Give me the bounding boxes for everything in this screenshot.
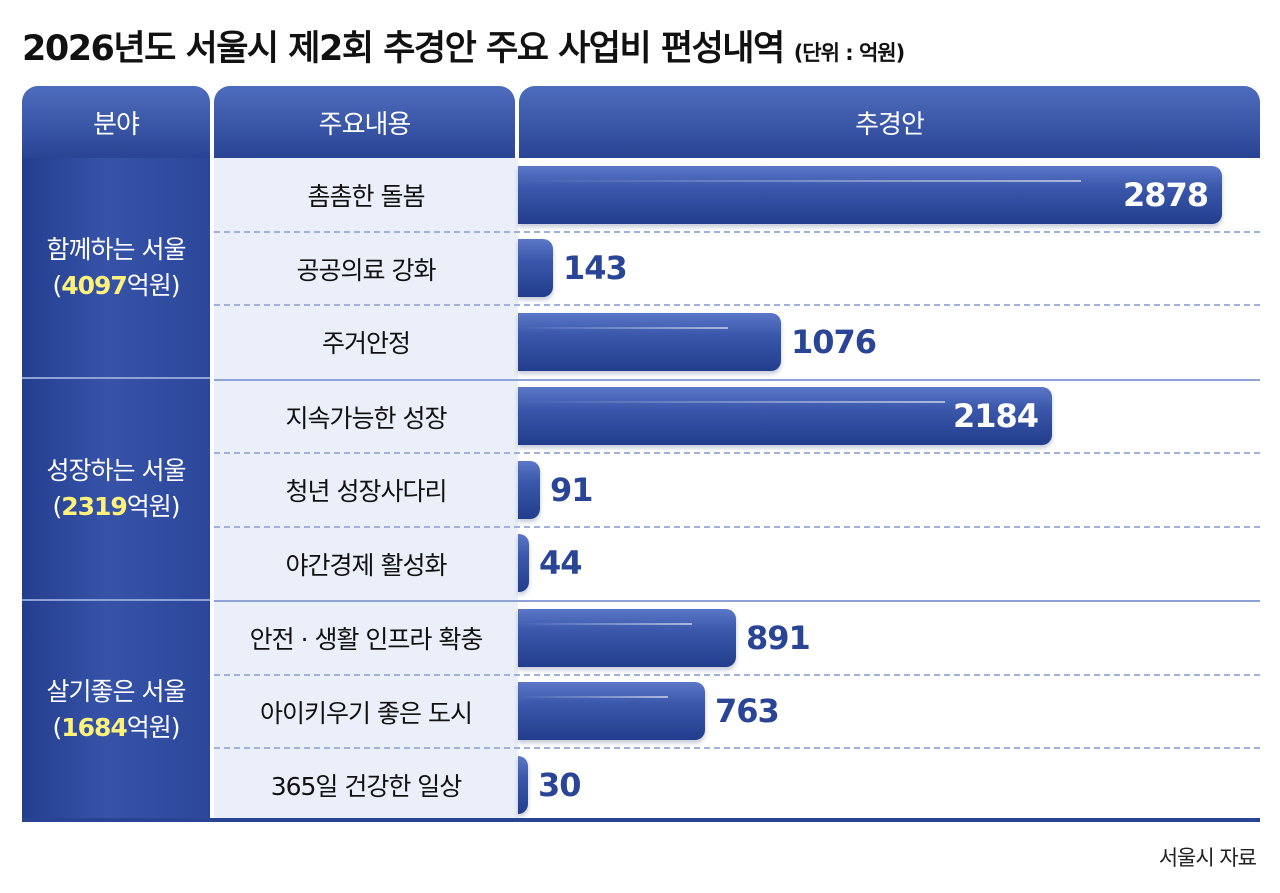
value-label: 143 bbox=[563, 249, 628, 287]
category-total: (2319억원) bbox=[52, 492, 180, 521]
category-divider bbox=[22, 377, 210, 379]
bar bbox=[518, 682, 705, 740]
value-label: 2878 bbox=[1122, 176, 1209, 214]
category-cell-livable: 살기좋은 서울 (1684억원) bbox=[22, 601, 210, 819]
category-total-value: 2319 bbox=[61, 492, 128, 521]
category-name: 살기좋은 서울 bbox=[46, 676, 187, 706]
group-divider bbox=[214, 379, 1260, 381]
item-label: 야간경제 활성화 bbox=[285, 550, 448, 580]
bar bbox=[518, 609, 736, 667]
header-category: 분야 bbox=[22, 86, 210, 158]
bar-highlight bbox=[518, 623, 693, 625]
value-label: 30 bbox=[538, 766, 582, 804]
chart-title-block: 2026년도 서울시 제2회 추경안 주요 사업비 편성내역 (단위 : 억원) bbox=[22, 20, 905, 72]
row-divider bbox=[214, 231, 1260, 233]
category-divider bbox=[22, 599, 210, 601]
source-note: 서울시 자료 bbox=[1158, 846, 1257, 870]
bar bbox=[518, 387, 1052, 445]
category-total-value: 4097 bbox=[61, 271, 128, 300]
category-total: (4097억원) bbox=[52, 271, 180, 300]
row-divider bbox=[214, 674, 1260, 676]
value-label: 1076 bbox=[791, 323, 877, 361]
bar-highlight bbox=[518, 696, 668, 698]
row-divider bbox=[214, 452, 1260, 454]
bar-highlight bbox=[518, 401, 946, 403]
category-name: 함께하는 서울 bbox=[46, 234, 187, 264]
value-label: 2184 bbox=[952, 397, 1039, 435]
item-label: 365일 건강한 일상 bbox=[270, 771, 463, 801]
chart-title: 2026년도 서울시 제2회 추경안 주요 사업비 편성내역 bbox=[22, 29, 785, 69]
category-total-value: 1684 bbox=[61, 713, 128, 742]
unit-label: (단위 : 억원) bbox=[793, 41, 905, 65]
item-label: 지속가능한 성장 bbox=[285, 403, 448, 433]
item-label: 공공의료 강화 bbox=[296, 255, 437, 285]
category-cell-growth: 성장하는 서울 (2319억원) bbox=[22, 379, 210, 599]
bar bbox=[518, 756, 528, 814]
row-divider bbox=[214, 304, 1260, 306]
bar bbox=[518, 166, 1222, 224]
value-label: 763 bbox=[715, 692, 780, 730]
category-cell-together: 함께하는 서울 (4097억원) bbox=[22, 158, 210, 378]
bar bbox=[518, 534, 529, 592]
item-label: 안전 · 생활 인프라 확충 bbox=[249, 624, 484, 654]
items-column-background bbox=[214, 158, 518, 820]
item-label: 아이키우기 좋은 도시 bbox=[260, 698, 473, 728]
header-item: 주요내용 bbox=[214, 86, 515, 158]
bar-highlight bbox=[518, 327, 729, 329]
group-divider bbox=[214, 600, 1260, 602]
category-total: (1684억원) bbox=[52, 713, 180, 742]
bar bbox=[518, 313, 781, 371]
item-label: 촘촘한 돌봄 bbox=[307, 181, 426, 211]
table-bottom-border bbox=[22, 818, 1260, 822]
category-name: 성장하는 서울 bbox=[46, 455, 187, 485]
value-label: 891 bbox=[746, 619, 811, 657]
bar bbox=[518, 239, 553, 297]
value-label: 91 bbox=[550, 471, 594, 509]
row-divider bbox=[214, 526, 1260, 528]
item-label: 주거안정 bbox=[321, 328, 411, 358]
item-label: 청년 성장사다리 bbox=[285, 476, 448, 506]
header-value: 추경안 bbox=[519, 86, 1260, 158]
bar bbox=[518, 461, 540, 519]
bar-highlight bbox=[518, 180, 1082, 182]
value-label: 44 bbox=[539, 544, 583, 582]
row-divider bbox=[214, 747, 1260, 749]
